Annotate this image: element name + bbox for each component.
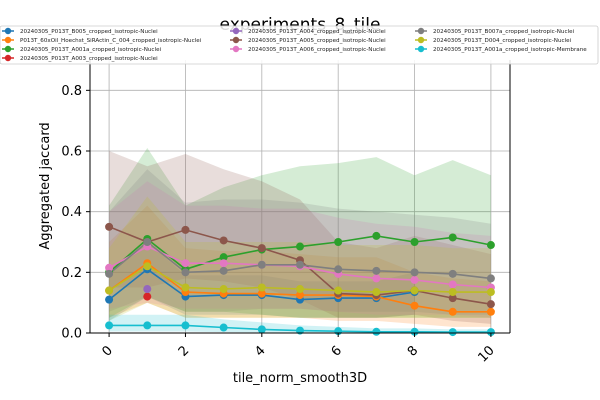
band-series-5 [109,151,491,324]
legend-label-2: 20240305_P013T_A001a_cropped_isotropic-N… [20,47,162,53]
point-series-9 [143,321,152,330]
point-series-6 [448,280,457,289]
point-series-6 [410,275,419,284]
point-series-6 [105,263,114,272]
point-series-8 [372,288,381,297]
point-series-2 [334,238,343,246]
point-series-1 [296,291,304,300]
point-series-7 [143,238,152,246]
y-axis-label: Aggregated jaccard [38,122,53,249]
y-tick-label: 0.4 [61,205,82,220]
point-series-8 [219,285,228,294]
point-series-0 [105,295,114,304]
point-series-2 [448,233,457,242]
y-tick-label: 0.0 [61,327,82,342]
legend-label-1: P013T_60xOil_Hoechst_SiRActin_C_004_crop… [20,38,202,44]
point-series-9 [105,321,114,330]
band-series-2 [109,148,491,318]
point-series-8 [448,288,457,297]
point-series-8 [257,283,266,292]
point-series-7 [486,274,495,283]
point-series-5 [105,222,114,231]
point-series-8 [181,283,190,292]
point-series-2 [372,231,381,240]
point-series-1 [486,307,495,316]
point-series-7 [448,269,457,278]
point-series-5 [486,300,495,309]
point-series-2 [486,241,495,250]
legend-marker-8 [417,36,425,44]
legend-box [0,25,599,65]
axes [89,60,511,334]
point-series-6 [181,259,190,268]
point-series-7 [296,260,304,269]
point-series-9 [448,328,457,337]
legend: 20240305_P013T_B005_cropped_isotropic-Nu… [0,25,599,65]
x-axis-label: tile_norm_smooth3D [233,371,367,386]
point-series-5 [448,294,457,303]
point-series-2 [410,238,419,246]
point-series-8 [486,288,495,297]
legend-marker-2 [4,45,12,53]
legend-label-6: 20240305_P013T_A006_cropped_isotropic-Nu… [248,47,386,53]
series-points [105,222,495,337]
legend-label-9: 20240305_P013T_A001a_cropped_isotropic-M… [433,47,587,53]
point-series-7 [257,260,266,269]
y-tick-label: 0.6 [61,145,82,160]
legend-marker-3 [4,54,12,62]
point-series-8 [105,286,114,295]
point-series-2 [219,253,228,262]
point-series-7 [334,265,343,274]
point-series-9 [257,325,266,334]
point-series-7 [372,266,381,275]
point-series-8 [296,285,304,294]
point-series-5 [181,225,190,234]
point-series-2 [296,242,304,251]
point-series-7 [181,268,190,277]
legend-marker-0 [4,27,12,35]
point-series-8 [143,262,152,271]
legend-marker-1 [4,36,12,44]
y-axis-ticks: 0.0 0.2 0.4 0.6 0.8 [61,84,90,342]
band-series-9 [109,314,491,333]
legend-label-3: 20240305_P013T_A003_cropped_isotropic-Nu… [20,56,158,62]
point-series-7 [410,268,419,277]
y-tick-label: 0.2 [61,266,82,281]
point-series-5 [257,244,266,253]
point-series-9 [181,321,190,330]
point-series-7 [219,266,228,275]
point-series-3 [143,292,152,301]
legend-label-0: 20240305_P013T_B005_cropped_isotropic-Nu… [20,29,158,35]
point-series-5 [219,236,228,245]
point-series-8 [410,286,419,295]
point-series-9 [219,323,228,332]
y-tick-label: 0.8 [61,84,82,99]
point-series-4 [143,285,152,294]
point-series-7 [105,269,114,278]
legend-marker-4 [232,27,240,35]
point-series-1 [410,301,419,310]
point-series-6 [219,259,228,268]
point-series-6 [372,274,381,283]
legend-label-5: 20240305_P013T_A005_cropped_isotropic-Nu… [248,38,386,44]
legend-marker-7 [417,27,425,35]
point-series-9 [486,328,495,337]
point-series-1 [448,307,457,316]
legend-label-4: 20240305_P013T_A004_cropped_isotropic-Nu… [248,29,386,35]
point-series-9 [372,327,381,336]
point-series-1 [257,289,266,298]
point-series-8 [334,286,343,295]
legend-label-8: 20240305_P013T_D004_cropped_isotropic-Nu… [433,38,572,44]
legend-marker-9 [417,45,425,53]
legend-marker-5 [232,36,240,44]
legend-marker-6 [232,45,240,53]
legend-label-7: 20240305_P013T_B007a_cropped_isotropic-N… [433,29,575,35]
point-series-9 [410,327,419,336]
